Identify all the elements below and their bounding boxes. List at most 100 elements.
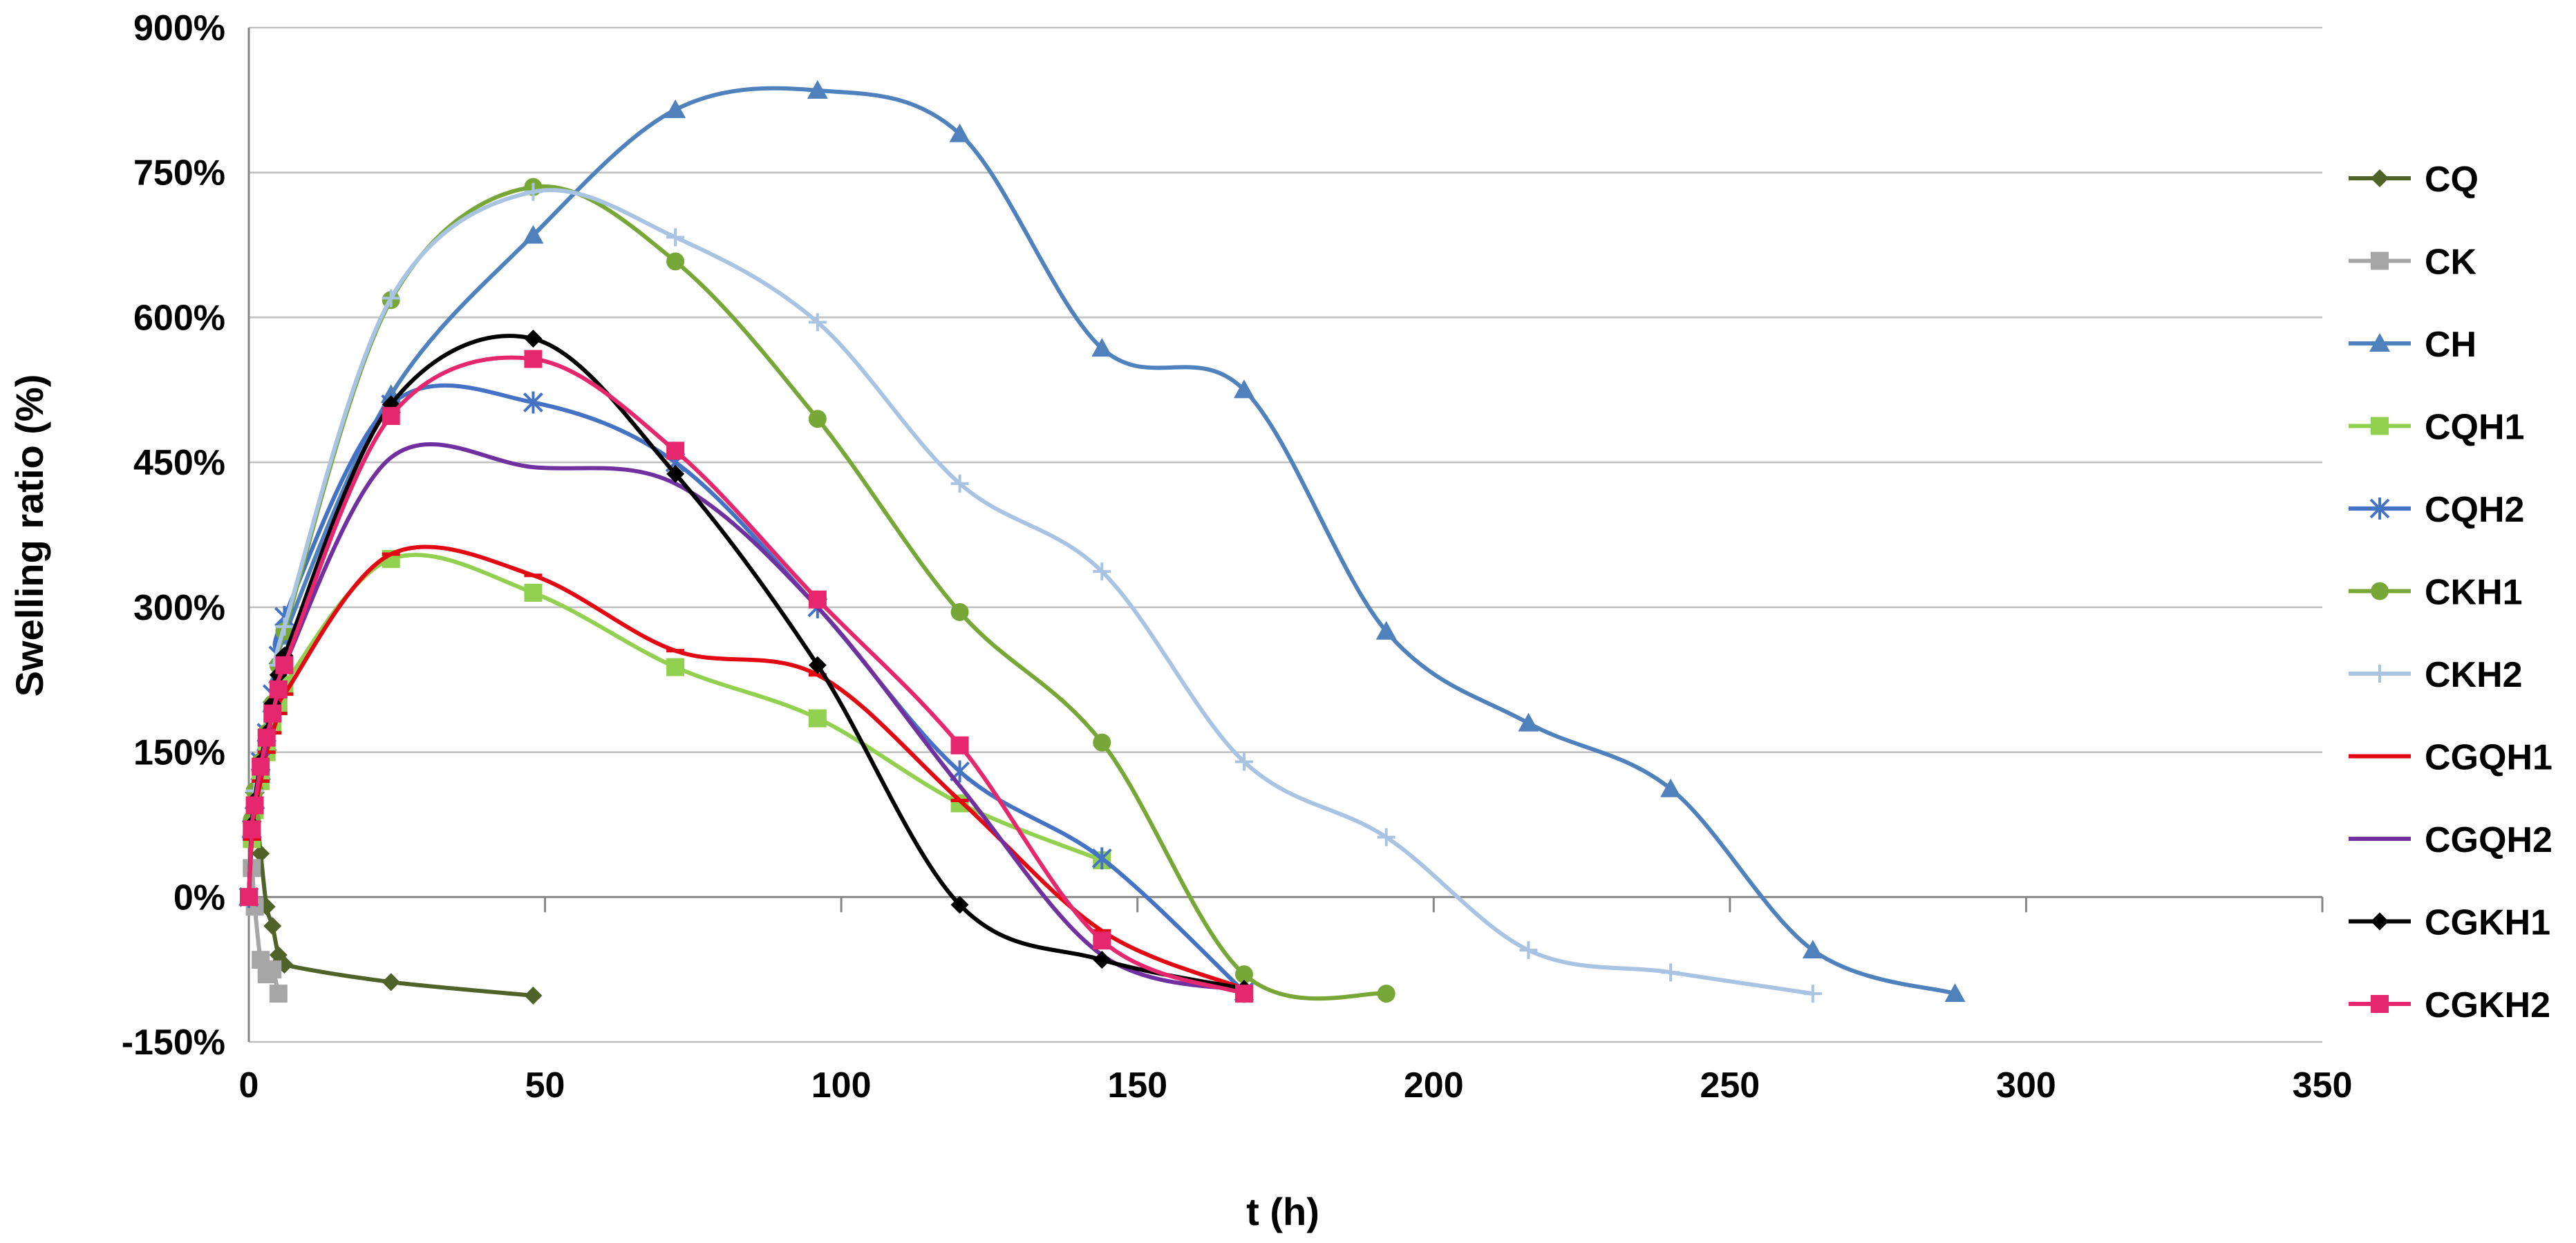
data-point-cq — [524, 986, 543, 1005]
data-point-cgkh2 — [252, 757, 270, 776]
series-cgkh2 — [240, 350, 1253, 1003]
data-point-ch — [807, 79, 828, 99]
series-cgqh1 — [240, 544, 1253, 991]
data-point-ch — [1660, 778, 1682, 797]
y-tick-label: 300% — [133, 588, 225, 628]
series-line-cgkh1 — [247, 334, 1246, 991]
data-point-cqh1 — [808, 709, 827, 728]
data-point-ckh2 — [1662, 963, 1680, 982]
y-tick-label: 900% — [133, 8, 225, 48]
data-point-cqh1 — [524, 583, 543, 602]
legend-marker-ck — [2371, 252, 2389, 270]
x-tick-label: 250 — [1700, 1065, 1760, 1106]
x-tick-label: 300 — [1996, 1065, 2056, 1106]
data-point-ck — [269, 985, 288, 1003]
data-point-cqh2 — [523, 391, 543, 414]
data-point-ch — [1234, 379, 1254, 399]
data-point-ckh1 — [1235, 965, 1253, 984]
x-tick-label: 50 — [525, 1065, 565, 1106]
data-point-ch — [523, 225, 544, 244]
data-point-cqh1 — [666, 658, 685, 676]
legend-entry-cqh2: CQH2 — [2349, 490, 2524, 530]
legend-marker-cgkh2 — [2371, 995, 2389, 1013]
data-point-ckh2 — [275, 617, 294, 636]
data-point-cqh2 — [1091, 847, 1112, 870]
x-tick-label: 100 — [811, 1065, 872, 1106]
data-point-ckh1 — [1377, 985, 1395, 1003]
data-point-ckh2 — [1803, 985, 1822, 1003]
legend-label-ckh2: CKH2 — [2425, 655, 2523, 695]
data-point-ch — [1518, 712, 1539, 732]
x-tick-label: 350 — [2293, 1065, 2353, 1106]
data-point-cgkh1 — [808, 656, 827, 674]
data-point-cgkh2 — [1235, 985, 1253, 1003]
data-point-ckh2 — [1235, 752, 1253, 771]
y-tick-label: -150% — [122, 1023, 225, 1063]
legend-entry-cgqh2: CGQH2 — [2349, 820, 2553, 860]
y-tick-label: 150% — [133, 733, 225, 773]
data-point-ckh2 — [1519, 941, 1538, 960]
legend-label-ck: CK — [2425, 243, 2477, 283]
data-point-ck — [263, 960, 282, 979]
legend-marker-cq — [2371, 169, 2389, 187]
x-axis-title: t (h) — [1246, 1190, 1319, 1233]
data-point-cgkh2 — [269, 680, 288, 699]
x-tick-labels: 0 50 100 150 200 250 300 350 — [239, 1065, 2353, 1106]
data-point-cq — [252, 844, 270, 863]
series-line-cgqh1 — [247, 544, 1246, 991]
data-point-ckh1 — [1093, 733, 1111, 752]
legend-marker-cqh2 — [2369, 497, 2390, 520]
x-tick-label: 150 — [1107, 1065, 1167, 1106]
series-line-cqh2 — [247, 383, 1246, 994]
x-tick-label: 200 — [1404, 1065, 1464, 1106]
data-point-ckh2 — [382, 289, 400, 307]
legend-marker-cqh1 — [2371, 417, 2389, 435]
data-point-ch — [1375, 620, 1397, 640]
data-point-cgkh2 — [524, 350, 543, 368]
legend-label-ckh1: CKH1 — [2425, 573, 2523, 613]
data-point-cgkh1 — [1093, 951, 1111, 969]
legend-entry-cgkh2: CGKH2 — [2349, 985, 2550, 1025]
data-point-ckh2 — [524, 182, 543, 201]
data-point-ckh2 — [1093, 562, 1111, 581]
series-line-ckh2 — [247, 188, 1815, 996]
data-point-ckh2 — [950, 474, 969, 493]
legend-label-cgkh2: CGKH2 — [2425, 985, 2550, 1025]
data-point-cq — [382, 973, 400, 991]
x-tick-label: 0 — [239, 1065, 259, 1106]
data-point-cgkh2 — [245, 796, 264, 815]
series-cqh1 — [240, 549, 1111, 907]
legend-marker-cgkh1 — [2371, 912, 2389, 931]
data-point-cgkh2 — [263, 704, 282, 723]
data-point-cgkh2 — [382, 407, 400, 426]
y-tick-labels: -150% 0% 150% 300% 450% 600% 750% 900% — [122, 8, 225, 1063]
legend-entry-cgqh1: CGQH1 — [2349, 738, 2553, 778]
legend-marker-ch — [2369, 333, 2390, 352]
data-point-cgkh2 — [240, 888, 258, 907]
data-point-ch — [949, 123, 970, 142]
data-point-cgkh2 — [1093, 931, 1111, 950]
grid-lines — [247, 26, 2324, 1043]
data-point-ckh2 — [666, 228, 685, 247]
data-point-cgkh1 — [524, 330, 543, 348]
legend: CQ CK CH CQH1 CQH2 CKH1 CKH2 CGQH1 CGQH2 CGKH1 CGK… — [2349, 160, 2553, 1025]
data-point-cgkh2 — [808, 590, 827, 609]
data-point-ch — [1091, 338, 1113, 357]
legend-entry-ch: CH — [2349, 325, 2476, 365]
legend-entry-cq: CQ — [2349, 160, 2479, 200]
data-point-ckh1 — [808, 410, 827, 428]
legend-label-cgqh1: CGQH1 — [2425, 738, 2553, 778]
series-group — [238, 79, 1966, 1005]
data-point-cgkh2 — [950, 736, 969, 755]
legend-entry-cqh1: CQH1 — [2349, 408, 2524, 448]
y-tick-label: 0% — [173, 877, 225, 918]
legend-label-cgqh2: CGQH2 — [2425, 820, 2553, 860]
data-point-ch — [665, 99, 686, 118]
legend-marker-ckh2 — [2371, 665, 2389, 683]
legend-entry-ckh2: CKH2 — [2349, 655, 2523, 695]
legend-marker-ckh1 — [2371, 582, 2389, 600]
data-point-ckh2 — [808, 313, 827, 332]
data-point-cgkh2 — [275, 656, 294, 674]
legend-label-cqh1: CQH1 — [2425, 408, 2524, 448]
